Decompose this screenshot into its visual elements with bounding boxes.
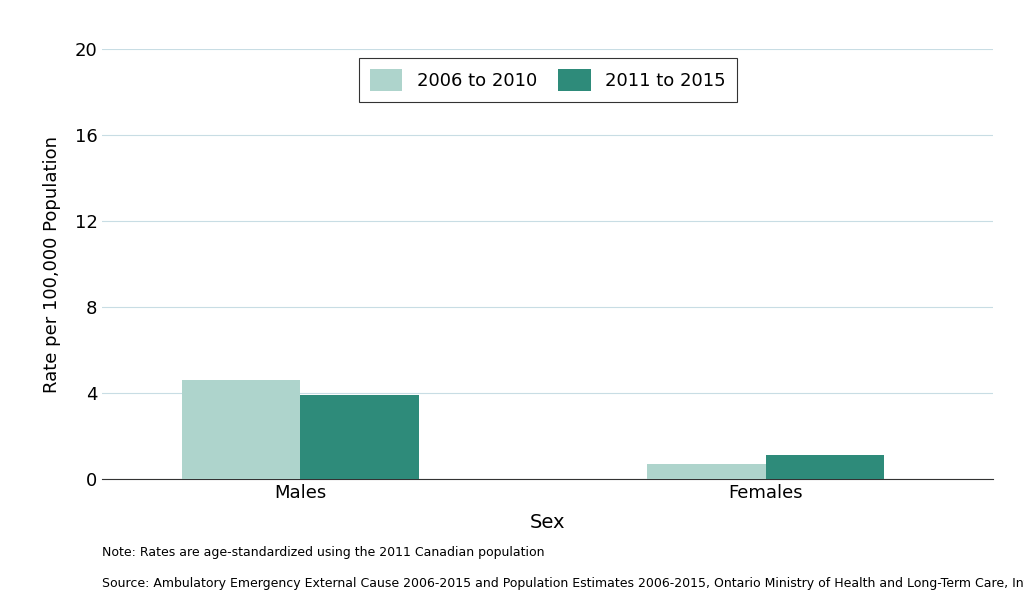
Bar	[647, 464, 766, 479]
Text: Note: Rates are age-standardized using the 2011 Canadian population: Note: Rates are age-standardized using t…	[102, 546, 545, 559]
Bar	[766, 456, 885, 479]
Text: Source: Ambulatory Emergency External Cause 2006-2015 and Population Estimates 2: Source: Ambulatory Emergency External Ca…	[102, 577, 1024, 590]
Bar	[181, 380, 300, 479]
Y-axis label: Rate per 100,000 Population: Rate per 100,000 Population	[43, 136, 60, 392]
Legend: 2006 to 2010, 2011 to 2015: 2006 to 2010, 2011 to 2015	[358, 58, 737, 102]
X-axis label: Sex: Sex	[530, 513, 565, 532]
Bar	[300, 395, 419, 479]
